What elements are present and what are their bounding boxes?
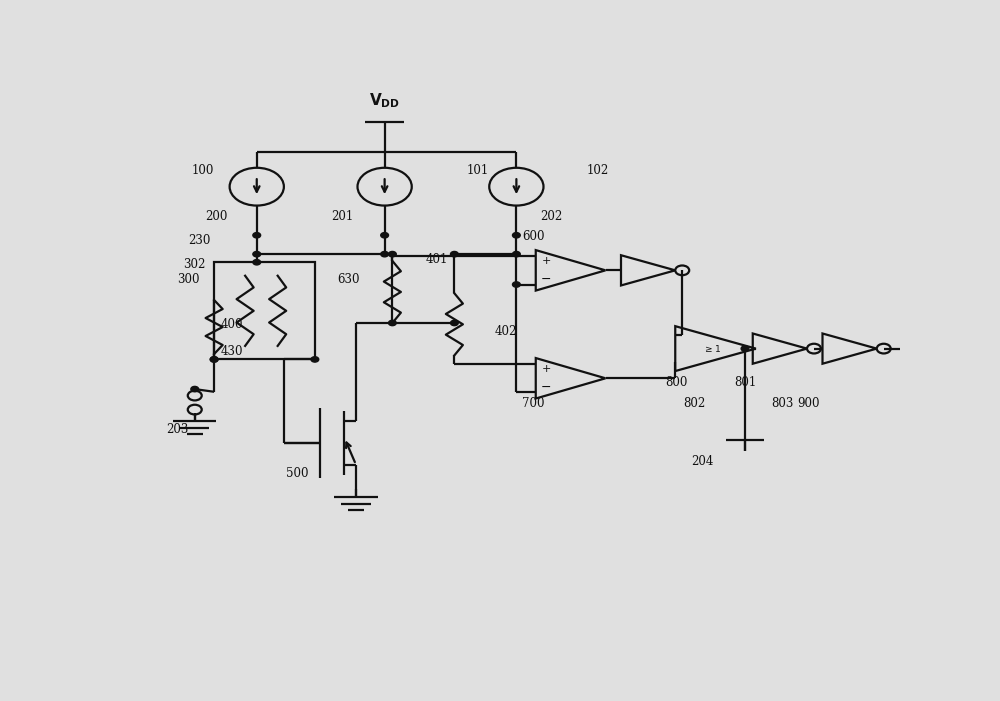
Text: 302: 302 [184, 259, 206, 271]
Circle shape [450, 252, 458, 257]
Text: 800: 800 [666, 376, 688, 389]
Text: $\mathbf{V_{DD}}$: $\mathbf{V_{DD}}$ [369, 91, 400, 110]
Text: 600: 600 [522, 230, 545, 243]
Text: +: + [542, 257, 551, 266]
Text: 200: 200 [205, 210, 228, 223]
Text: 500: 500 [286, 468, 308, 480]
Circle shape [512, 233, 520, 238]
Circle shape [388, 252, 396, 257]
Text: 803: 803 [771, 397, 793, 410]
Circle shape [191, 386, 199, 392]
Circle shape [253, 259, 261, 265]
Text: 400: 400 [221, 318, 243, 331]
Text: 401: 401 [425, 253, 448, 266]
Circle shape [512, 282, 520, 287]
Text: $\geq$1: $\geq$1 [703, 343, 721, 354]
Circle shape [210, 357, 218, 362]
Text: 430: 430 [221, 345, 243, 358]
Text: 402: 402 [495, 325, 517, 338]
Text: 802: 802 [684, 397, 706, 410]
Text: 900: 900 [797, 397, 820, 410]
Circle shape [741, 346, 749, 351]
Text: 101: 101 [466, 164, 489, 177]
Text: −: − [541, 381, 551, 394]
Text: −: − [541, 273, 551, 286]
Circle shape [253, 252, 261, 257]
Text: 230: 230 [188, 234, 211, 247]
Circle shape [253, 233, 261, 238]
Text: 100: 100 [191, 164, 214, 177]
Text: 801: 801 [734, 376, 756, 389]
Text: 201: 201 [331, 210, 353, 223]
Circle shape [381, 233, 388, 238]
Text: 300: 300 [177, 273, 200, 286]
Text: 102: 102 [587, 164, 609, 177]
Circle shape [381, 252, 388, 257]
Text: 700: 700 [522, 397, 545, 410]
Circle shape [388, 320, 396, 326]
Text: +: + [542, 365, 551, 374]
Circle shape [512, 252, 520, 257]
Text: 202: 202 [540, 210, 562, 223]
Circle shape [311, 357, 319, 362]
Circle shape [450, 320, 458, 326]
Text: 204: 204 [691, 456, 714, 468]
Circle shape [210, 357, 218, 362]
Text: 630: 630 [337, 273, 359, 286]
Text: 203: 203 [166, 423, 188, 436]
